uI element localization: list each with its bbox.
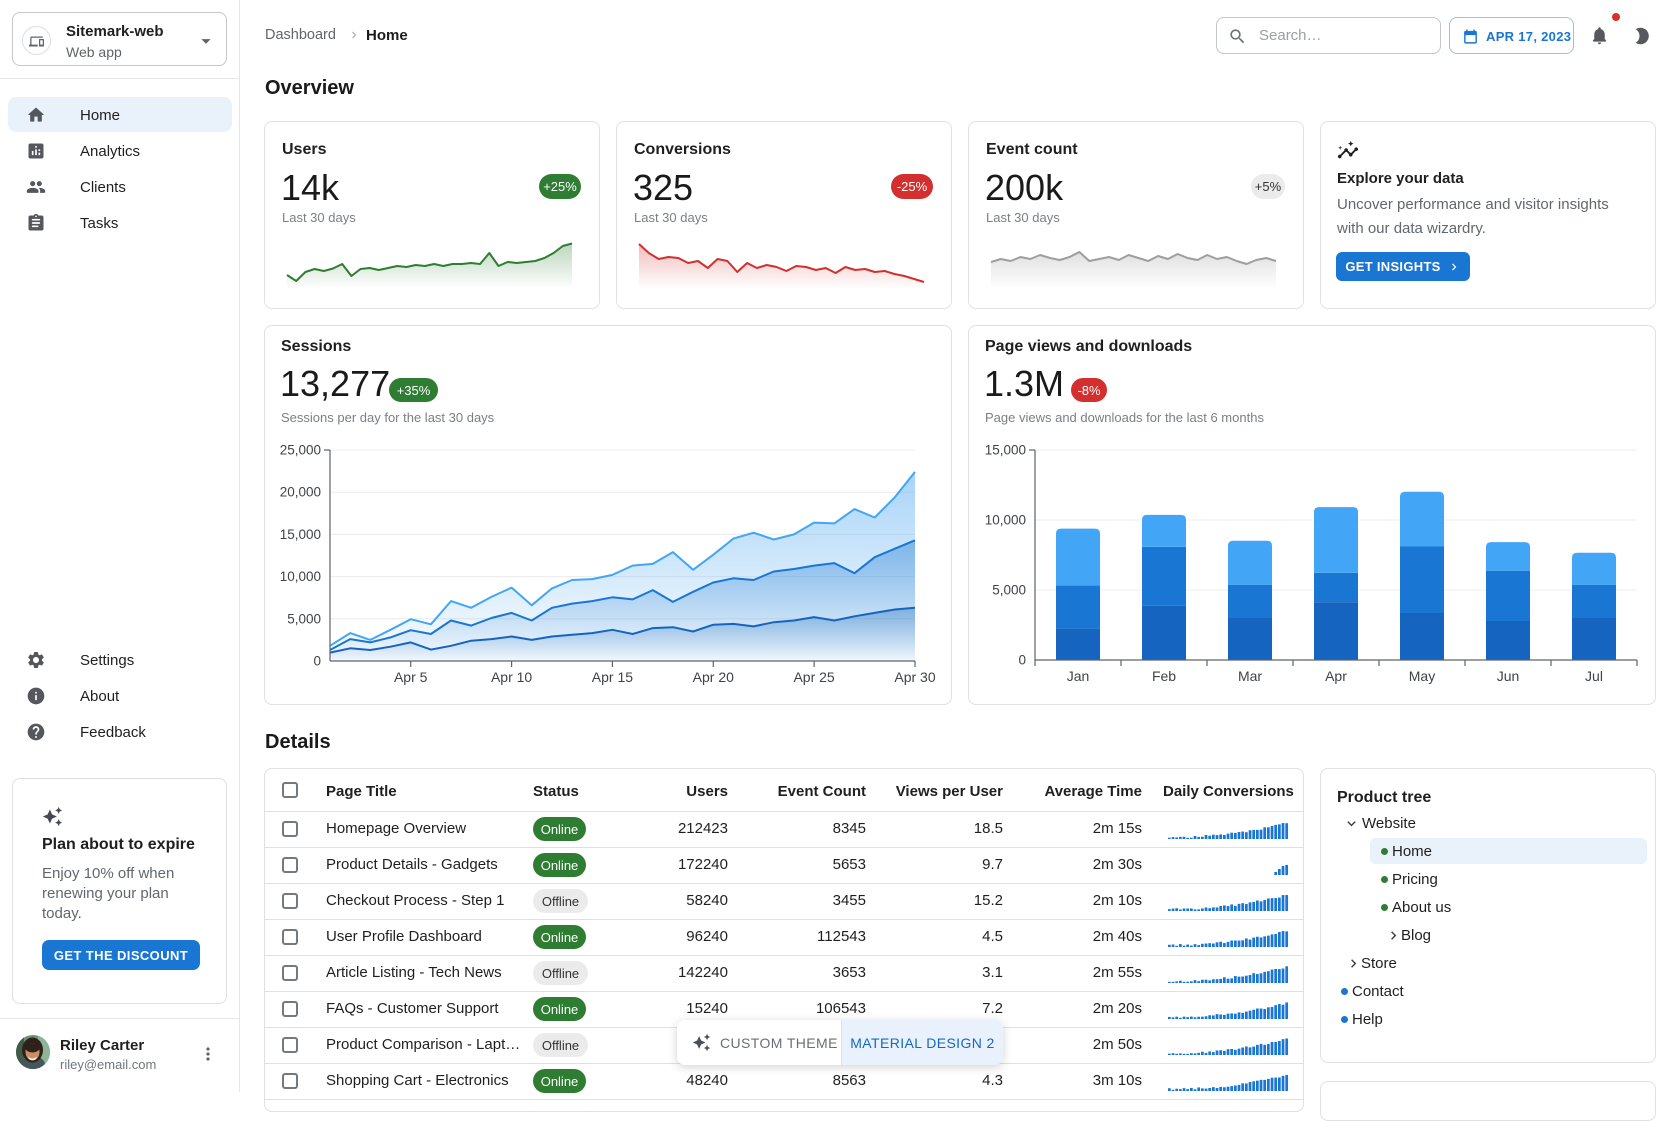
svg-text:Apr 15: Apr 15 bbox=[592, 669, 633, 685]
svg-text:0: 0 bbox=[313, 654, 321, 669]
svg-text:Apr 10: Apr 10 bbox=[491, 669, 532, 685]
svg-text:Apr: Apr bbox=[1325, 668, 1347, 684]
svg-text:Apr 5: Apr 5 bbox=[394, 669, 428, 685]
svg-text:Apr 30: Apr 30 bbox=[894, 669, 935, 685]
svg-text:Jan: Jan bbox=[1067, 668, 1090, 684]
svg-text:Apr 20: Apr 20 bbox=[693, 669, 734, 685]
svg-text:15,000: 15,000 bbox=[985, 443, 1026, 458]
svg-text:0: 0 bbox=[1018, 653, 1026, 668]
svg-text:5,000: 5,000 bbox=[287, 611, 321, 626]
svg-text:Mar: Mar bbox=[1238, 668, 1262, 684]
svg-text:Jul: Jul bbox=[1585, 668, 1603, 684]
svg-text:Jun: Jun bbox=[1497, 668, 1520, 684]
svg-text:Feb: Feb bbox=[1152, 668, 1176, 684]
svg-text:Apr 25: Apr 25 bbox=[793, 669, 834, 685]
svg-text:10,000: 10,000 bbox=[280, 569, 321, 584]
svg-text:5,000: 5,000 bbox=[992, 583, 1026, 598]
svg-text:25,000: 25,000 bbox=[280, 443, 321, 458]
svg-text:May: May bbox=[1409, 668, 1435, 684]
svg-text:10,000: 10,000 bbox=[985, 513, 1026, 528]
svg-text:15,000: 15,000 bbox=[280, 527, 321, 542]
svg-text:20,000: 20,000 bbox=[280, 485, 321, 500]
